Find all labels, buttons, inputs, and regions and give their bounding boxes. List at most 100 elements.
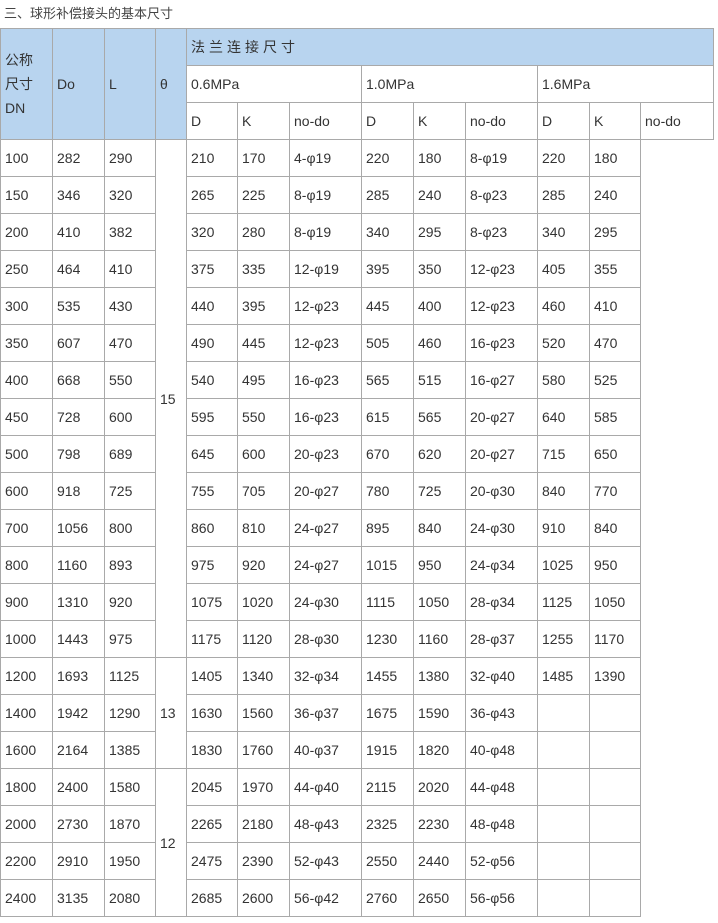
data-cell: 210 (186, 139, 238, 177)
data-row: 1000 1443 975 1175 1120 28-φ30 1230 1160 28-φ37 1… (0, 620, 714, 658)
data-cell: 1290 (104, 694, 156, 732)
empty-cell (589, 694, 641, 732)
empty-cell (537, 805, 590, 843)
data-cell: 200 (0, 213, 53, 251)
data-cell: 8-φ19 (465, 139, 538, 177)
data-cell: 28-φ37 (465, 620, 538, 658)
data-cell: 20-φ27 (465, 398, 538, 436)
data-cell: 725 (104, 472, 156, 510)
data-cell: 1310 (52, 583, 105, 621)
data-cell: 650 (589, 435, 641, 473)
data-cell: 500 (0, 435, 53, 473)
column-cell: D (537, 102, 590, 140)
column-cell: D (361, 102, 414, 140)
data-row: 800 1160 893 975 920 24-φ27 1015 950 24-φ34 1025 9… (0, 546, 714, 584)
data-cell: 355 (589, 250, 641, 288)
data-cell: 346 (52, 176, 105, 214)
data-cell: 490 (186, 324, 238, 362)
data-cell: 12-φ23 (465, 287, 538, 325)
data-cell: 1160 (52, 546, 105, 584)
data-cell: 1820 (413, 731, 466, 769)
data-cell: 600 (104, 398, 156, 436)
header-cell: 公称 尺寸 DN (0, 28, 53, 140)
theta-cell: 15 (155, 139, 187, 658)
data-row: 2000 2730 1870 2265 2180 48-φ43 2325 2230 48-φ48 (0, 805, 714, 843)
data-cell: 1340 (237, 657, 290, 695)
header-cell: 法兰连接尺寸 (185, 28, 715, 66)
header-cell: θ (155, 28, 187, 140)
data-cell: 893 (104, 546, 156, 584)
data-cell: 2164 (52, 731, 105, 769)
data-cell: 900 (0, 583, 53, 621)
data-row: 350 607 470 490 445 12-φ23 505 460 16-φ23 520 470 (0, 324, 714, 362)
data-cell: 1443 (52, 620, 105, 658)
data-row: 150 346 320 265 225 8-φ19 285 240 8-φ23 285 240 (0, 176, 714, 214)
data-cell: 282 (52, 139, 105, 177)
data-cell: 300 (0, 287, 53, 325)
data-cell: 340 (361, 213, 414, 251)
data-cell: 410 (589, 287, 641, 325)
data-cell: 950 (589, 546, 641, 584)
data-cell: 2440 (413, 842, 466, 880)
data-cell: 1255 (537, 620, 590, 658)
data-cell: 285 (537, 176, 590, 214)
data-cell: 3135 (52, 879, 105, 917)
data-cell: 250 (0, 250, 53, 288)
empty-cell (537, 694, 590, 732)
pressure-cell: 1.0MPa (361, 65, 538, 103)
data-row: 500 798 689 645 600 20-φ23 670 620 20-φ27 715 650 (0, 435, 714, 473)
data-cell: 1230 (361, 620, 414, 658)
empty-cell (537, 768, 590, 806)
data-cell: 430 (104, 287, 156, 325)
data-cell: 382 (104, 213, 156, 251)
empty-cell (589, 842, 641, 880)
data-cell: 2685 (186, 879, 238, 917)
data-cell: 1125 (104, 657, 156, 695)
data-cell: 32-φ34 (289, 657, 362, 695)
data-cell: 840 (589, 509, 641, 547)
data-cell: 2910 (52, 842, 105, 880)
data-cell: 950 (413, 546, 466, 584)
data-cell: 1405 (186, 657, 238, 695)
empty-cell (537, 879, 590, 917)
data-cell: 1485 (537, 657, 590, 695)
column-cell: K (237, 102, 290, 140)
data-cell: 725 (413, 472, 466, 510)
data-cell: 770 (589, 472, 641, 510)
data-cell: 1400 (0, 694, 53, 732)
header-cell: L (104, 28, 156, 140)
data-cell: 20-φ30 (465, 472, 538, 510)
data-cell: 550 (104, 361, 156, 399)
data-row: 300 535 430 440 395 12-φ23 445 400 12-φ23 460 410 (0, 287, 714, 325)
data-cell: 1056 (52, 509, 105, 547)
data-cell: 24-φ27 (289, 509, 362, 547)
data-cell: 1385 (104, 731, 156, 769)
data-cell: 40-φ48 (465, 731, 538, 769)
data-row: 100 282 290 15 210 170 4-φ19 220 180 8-φ19 220 180 (0, 139, 714, 658)
data-cell: 1170 (589, 620, 641, 658)
data-cell: 24-φ34 (465, 546, 538, 584)
data-cell: 715 (537, 435, 590, 473)
column-cell: D (186, 102, 238, 140)
data-cell: 8-φ23 (465, 213, 538, 251)
data-cell: 728 (52, 398, 105, 436)
data-cell: 505 (361, 324, 414, 362)
data-cell: 460 (413, 324, 466, 362)
data-cell: 240 (589, 176, 641, 214)
data-cell: 565 (361, 361, 414, 399)
data-cell: 180 (413, 139, 466, 177)
data-cell: 410 (52, 213, 105, 251)
data-cell: 515 (413, 361, 466, 399)
data-cell: 52-φ56 (465, 842, 538, 880)
data-cell: 24-φ30 (289, 583, 362, 621)
data-cell: 395 (361, 250, 414, 288)
data-cell: 918 (52, 472, 105, 510)
header-cell: Do (52, 28, 105, 140)
data-cell: 2400 (52, 768, 105, 806)
data-cell: 28-φ34 (465, 583, 538, 621)
data-cell: 8-φ19 (289, 213, 362, 251)
data-cell: 24-φ27 (289, 546, 362, 584)
data-cell: 220 (537, 139, 590, 177)
data-cell: 445 (361, 287, 414, 325)
header-row: 0.6MPa 1.0MPa 1.6MPa (1, 65, 715, 103)
